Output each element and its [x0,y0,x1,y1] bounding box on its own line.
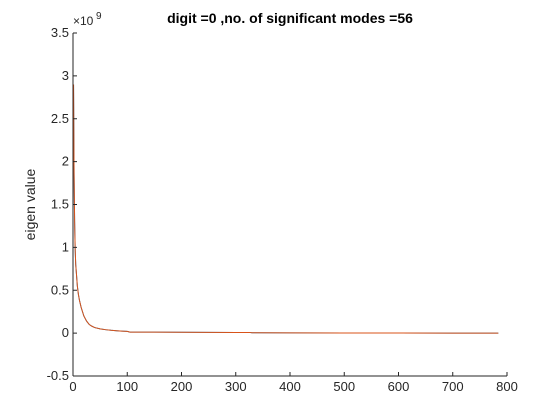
x-tick-label: 400 [279,379,301,394]
y-tick-label: 0.5 [51,282,69,297]
y-exponent-base: ×10 [73,14,94,28]
x-tick-label: 700 [442,379,464,394]
chart-title: digit =0 ,no. of significant modes =56 [167,10,413,26]
x-tick-label: 300 [225,379,247,394]
x-tick-label: 200 [171,379,193,394]
y-tick-label: 2 [62,154,69,169]
x-tick-label: 800 [496,379,518,394]
x-tick-label: 600 [388,379,410,394]
y-tick-label: 2.5 [51,111,69,126]
y-tick-label: 3 [62,68,69,83]
y-tick-label: 3.5 [51,25,69,40]
ticks-layer: 0 100 200 300 400 500 600 700 800-0.500.511.522.… [47,25,518,394]
y-exponent-power: 9 [96,11,102,22]
y-tick-label: 0 [62,325,69,340]
y-axis-label: eigen value [22,168,38,240]
x-tick-label: 500 [333,379,355,394]
y-tick-label: -0.5 [47,368,69,383]
series-line-2 [73,84,499,334]
plot-area [73,33,507,376]
series-layer [73,84,499,334]
y-tick-label: 1.5 [51,197,69,212]
x-tick-label: 100 [116,379,138,394]
x-tick-label: 0 [69,379,76,394]
y-tick-label: 1 [62,239,69,254]
